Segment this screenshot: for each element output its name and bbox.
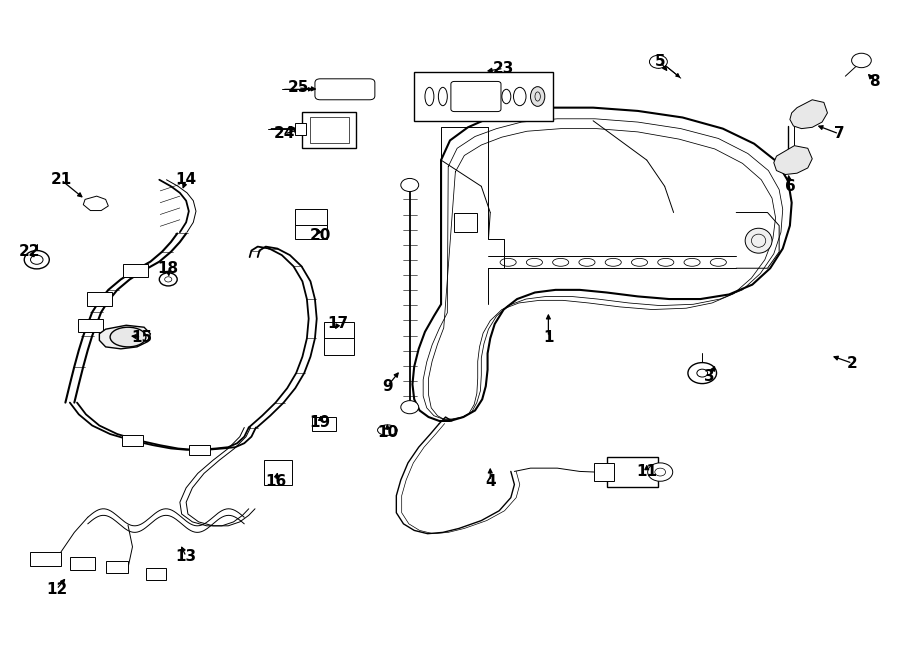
FancyBboxPatch shape [451,81,501,112]
FancyBboxPatch shape [295,210,328,225]
Text: 6: 6 [785,179,796,194]
Polygon shape [774,145,812,175]
Ellipse shape [377,425,397,436]
Bar [310,117,349,143]
Text: 25: 25 [287,81,309,95]
FancyBboxPatch shape [122,436,143,446]
Circle shape [400,178,418,192]
FancyBboxPatch shape [295,223,328,239]
FancyBboxPatch shape [315,79,375,100]
FancyBboxPatch shape [594,463,614,481]
FancyBboxPatch shape [312,417,336,432]
Polygon shape [790,100,827,129]
Text: 7: 7 [833,126,844,141]
Text: 23: 23 [493,61,515,76]
Text: 12: 12 [46,582,68,597]
Polygon shape [412,108,792,421]
Polygon shape [454,213,477,232]
Ellipse shape [110,327,146,347]
Circle shape [688,363,716,383]
FancyBboxPatch shape [87,292,112,305]
Text: 4: 4 [485,474,496,488]
Circle shape [648,463,672,481]
Circle shape [400,401,418,414]
FancyBboxPatch shape [324,338,355,356]
FancyBboxPatch shape [608,457,658,487]
Bar [302,112,356,148]
Text: 1: 1 [543,330,553,344]
Text: 11: 11 [636,464,657,479]
Text: 19: 19 [310,414,331,430]
Bar [146,568,166,580]
FancyBboxPatch shape [78,319,103,332]
Text: 22: 22 [19,245,40,259]
Text: 20: 20 [310,228,331,243]
Circle shape [159,273,177,286]
FancyBboxPatch shape [295,124,306,135]
Text: 18: 18 [158,260,179,276]
Text: 21: 21 [50,173,71,187]
Polygon shape [84,196,108,211]
Ellipse shape [530,87,544,106]
Text: 16: 16 [265,474,286,488]
Ellipse shape [745,228,772,253]
Text: 9: 9 [382,379,392,394]
FancyBboxPatch shape [264,459,292,485]
Text: 14: 14 [176,173,197,187]
Circle shape [650,56,668,68]
Text: 8: 8 [869,74,880,89]
FancyBboxPatch shape [189,445,211,455]
Text: 2: 2 [847,356,858,371]
Bar [105,561,128,573]
Text: 24: 24 [274,126,295,141]
Text: 5: 5 [655,54,665,69]
FancyBboxPatch shape [122,264,148,277]
Text: 3: 3 [704,369,715,384]
Text: 17: 17 [328,317,349,331]
Text: 13: 13 [176,549,197,564]
Polygon shape [99,325,150,349]
Bar [30,552,61,566]
Circle shape [851,54,871,67]
Circle shape [24,251,50,269]
Bar [70,557,94,570]
FancyBboxPatch shape [324,322,355,339]
Bar [414,71,553,121]
Text: 15: 15 [130,330,152,344]
Text: 10: 10 [377,424,398,440]
